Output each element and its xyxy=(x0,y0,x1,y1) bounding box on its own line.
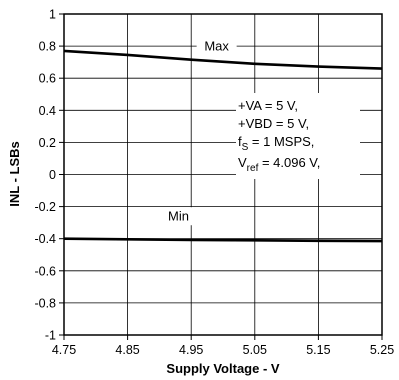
tick-labels: 1 0.8 0.6 0.4 0.2 0 -0.2 -0.4 -0.6 -0.8 -14.75 4.85… xyxy=(34,8,394,358)
y-tick-label: -0.6 xyxy=(34,264,56,278)
series-line-max xyxy=(63,49,383,70)
x-tick-label: 4.75 xyxy=(52,343,76,357)
condition-fs-sub: S xyxy=(242,142,249,153)
y-tick-label: -0.4 xyxy=(34,232,56,246)
condition-va: +VA = 5 V, xyxy=(238,98,298,113)
conditions-annotation: +VA = 5 V, +VBD = 5 V, fS = 1 MSPS, Vref… xyxy=(236,93,360,179)
condition-vref-rest: = 4.096 V, xyxy=(258,155,320,170)
condition-fs-main: f xyxy=(238,134,242,149)
condition-vref-main: V xyxy=(238,155,247,170)
conditions-background xyxy=(236,93,360,179)
x-tick-label: 5.05 xyxy=(243,343,267,357)
y-tick-label: 0.2 xyxy=(39,136,56,150)
series-label-background xyxy=(196,37,237,56)
x-tick-label: 5.15 xyxy=(306,343,330,357)
series-label-max: Max xyxy=(204,39,229,54)
x-axis-title: Supply Voltage - V xyxy=(166,361,279,376)
condition-vref: Vref = 4.096 V, xyxy=(238,155,320,174)
y-axis-title: INL - LSBs xyxy=(7,141,22,207)
series-layer xyxy=(63,49,383,243)
y-tick-label: -1 xyxy=(45,329,56,343)
x-tick-label: 4.95 xyxy=(179,343,203,357)
series-label-background xyxy=(158,207,199,226)
condition-vbd: +VBD = 5 V, xyxy=(238,116,309,131)
y-tick-label: 0 xyxy=(49,168,56,182)
y-tick-label: 0.4 xyxy=(39,104,56,118)
x-tick-label: 5.25 xyxy=(370,343,394,357)
y-tick-label: 1 xyxy=(49,8,56,22)
y-tick-label: -0.2 xyxy=(34,200,56,214)
condition-fs: fS = 1 MSPS, xyxy=(238,134,314,153)
x-tick-label: 4.85 xyxy=(115,343,139,357)
condition-vref-sub: ref xyxy=(247,163,259,174)
y-tick-label: 0.8 xyxy=(39,40,56,54)
label-layer: Max Min xyxy=(158,37,237,226)
series-line-min xyxy=(63,237,383,243)
series-label-min: Min xyxy=(168,209,189,224)
condition-fs-rest: = 1 MSPS, xyxy=(248,134,314,149)
y-tick-label: 0.6 xyxy=(39,72,56,86)
y-tick-label: -0.8 xyxy=(34,296,56,310)
